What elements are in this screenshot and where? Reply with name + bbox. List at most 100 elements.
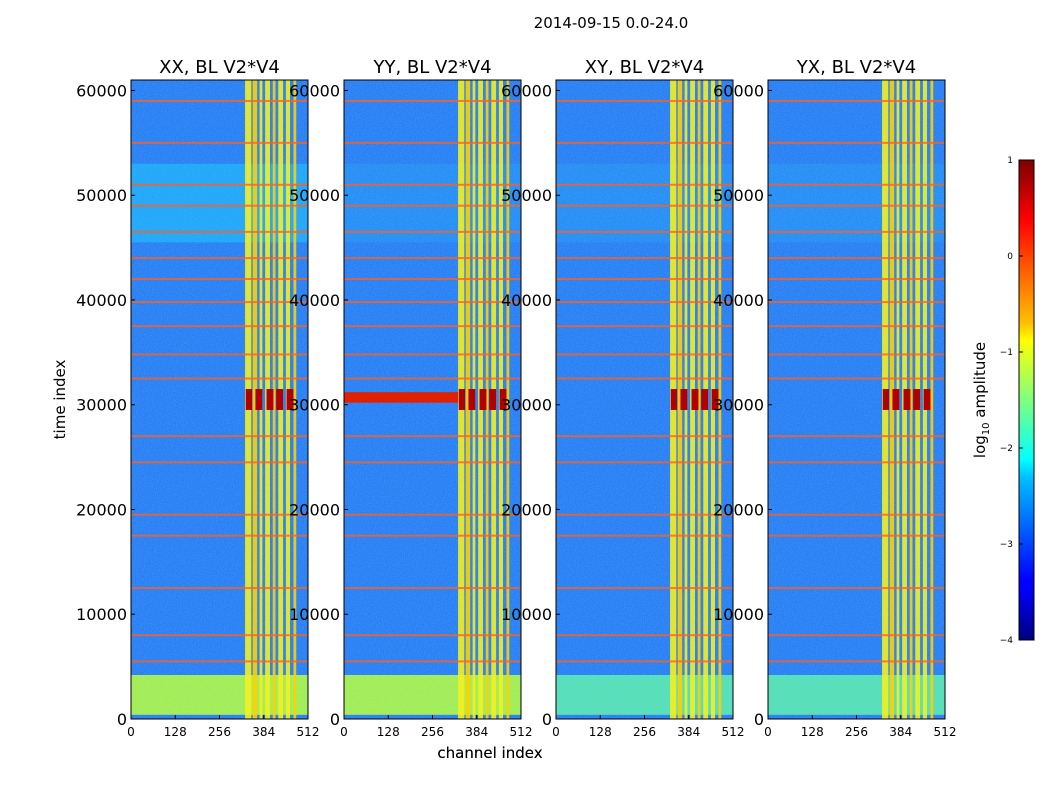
rfi-line — [131, 435, 308, 438]
rfi-line — [768, 587, 945, 590]
rfi-line — [344, 204, 521, 207]
rfi-line — [556, 377, 733, 380]
rfi-line — [344, 377, 521, 380]
rfi-line — [768, 534, 945, 537]
hot-spot — [680, 389, 688, 410]
rfi-line — [768, 141, 945, 144]
y-tick-label: 60000 — [76, 81, 127, 100]
hot-spot — [276, 389, 284, 410]
rfi-line — [344, 278, 521, 281]
rfi-line — [556, 99, 733, 102]
channel-stripe — [485, 80, 489, 719]
y-tick-label: 40000 — [289, 291, 340, 310]
figure-suptitle: 2014-09-15 0.0-24.0 — [534, 14, 689, 32]
rfi-line — [131, 230, 308, 233]
y-tick-label: 0 — [117, 710, 127, 729]
y-tick-label: 30000 — [713, 396, 764, 415]
y-tick-label: 20000 — [501, 500, 552, 519]
x-tick-label: 256 — [633, 725, 656, 739]
y-tick-label: 40000 — [76, 291, 127, 310]
rfi-line — [131, 377, 308, 380]
rfi-line — [131, 660, 308, 663]
channel-stripe — [506, 80, 510, 719]
rfi-line — [768, 301, 945, 304]
x-tick-label: 384 — [465, 725, 488, 739]
channel-stripe — [909, 80, 913, 719]
hot-spot — [286, 389, 294, 410]
colorbar-tick-label: −3 — [1000, 540, 1013, 550]
hot-spot — [255, 389, 263, 410]
x-tick-label: 0 — [340, 725, 348, 739]
hot-spot — [499, 389, 507, 410]
channel-stripe — [293, 80, 297, 719]
x-tick-label: 512 — [297, 725, 320, 739]
y-tick-label: 50000 — [76, 186, 127, 205]
y-tick-label: 40000 — [713, 291, 764, 310]
rfi-line — [556, 204, 733, 207]
x-tick-label: 256 — [208, 725, 231, 739]
colorbar: 1 0 −1 −2 −3 −4 log10 amplitude — [971, 156, 1035, 646]
rfi-line — [556, 634, 733, 637]
x-tick-label: 384 — [252, 725, 275, 739]
rfi-line — [556, 183, 733, 186]
y-tick-label: 20000 — [289, 500, 340, 519]
hot-spot — [479, 389, 487, 410]
rfi-line — [344, 230, 521, 233]
hot-spot — [468, 389, 476, 410]
y-tick-label: 20000 — [76, 500, 127, 519]
y-tick-label: 30000 — [289, 396, 340, 415]
x-tick-label: 128 — [377, 725, 400, 739]
hot-spot — [892, 389, 900, 410]
horizontal-burst — [344, 392, 459, 403]
channel-stripe — [930, 80, 934, 719]
rfi-line — [556, 660, 733, 663]
panel-0: XX, BL V2*V4 0 128 256 384 512 0 10000 20000 3000… — [51, 57, 543, 762]
rfi-line — [344, 257, 521, 260]
x-tick-label: 128 — [589, 725, 612, 739]
rfi-line — [556, 435, 733, 438]
rfi-line — [344, 99, 521, 102]
x-tick-label: 512 — [722, 725, 745, 739]
channel-stripe — [697, 80, 701, 719]
channel-stripe — [889, 80, 895, 719]
rfi-line — [768, 634, 945, 637]
rfi-line — [556, 141, 733, 144]
rfi-line — [556, 353, 733, 356]
y-tick-label: 60000 — [713, 81, 764, 100]
rfi-line — [131, 587, 308, 590]
rfi-line — [556, 301, 733, 304]
rfi-line — [131, 534, 308, 537]
colorbar-tick-label: 1 — [1007, 156, 1013, 166]
x-axis-label: channel index — [437, 744, 542, 762]
rfi-line — [556, 230, 733, 233]
hot-spot — [458, 389, 465, 410]
rfi-line — [768, 278, 945, 281]
rfi-line — [556, 278, 733, 281]
colorbar-gradient — [1018, 159, 1035, 641]
rfi-line — [768, 377, 945, 380]
panel-title: YX, BL V2*V4 — [796, 57, 916, 78]
rfi-line — [768, 325, 945, 328]
y-tick-label: 10000 — [713, 605, 764, 624]
rfi-line — [131, 301, 308, 304]
channel-stripe — [718, 80, 722, 719]
rfi-line — [768, 230, 945, 233]
rfi-line — [344, 534, 521, 537]
x-tick-label: 512 — [510, 725, 533, 739]
rfi-line — [344, 325, 521, 328]
rfi-line — [344, 587, 521, 590]
panel-1: YY, BL V2*V4 0 128 256 384 512 0 10000 20000 3000… — [289, 57, 543, 762]
colorbar-tick-label: 0 — [1007, 252, 1013, 262]
colorbar-tick-label: −1 — [1000, 348, 1013, 358]
x-tick-label: 128 — [164, 725, 187, 739]
rfi-line — [556, 461, 733, 464]
hot-spot — [670, 389, 677, 410]
panel-title: XX, BL V2*V4 — [159, 57, 280, 78]
rfi-line — [556, 257, 733, 260]
x-tick-label: 0 — [552, 725, 560, 739]
channel-stripe — [252, 80, 258, 719]
x-axis-label: channel index — [437, 744, 542, 762]
rfi-line — [344, 301, 521, 304]
rfi-line — [556, 325, 733, 328]
panel-3: YX, BL V2*V4 0 128 256 384 512 0 10000 20000 3000… — [713, 57, 956, 739]
